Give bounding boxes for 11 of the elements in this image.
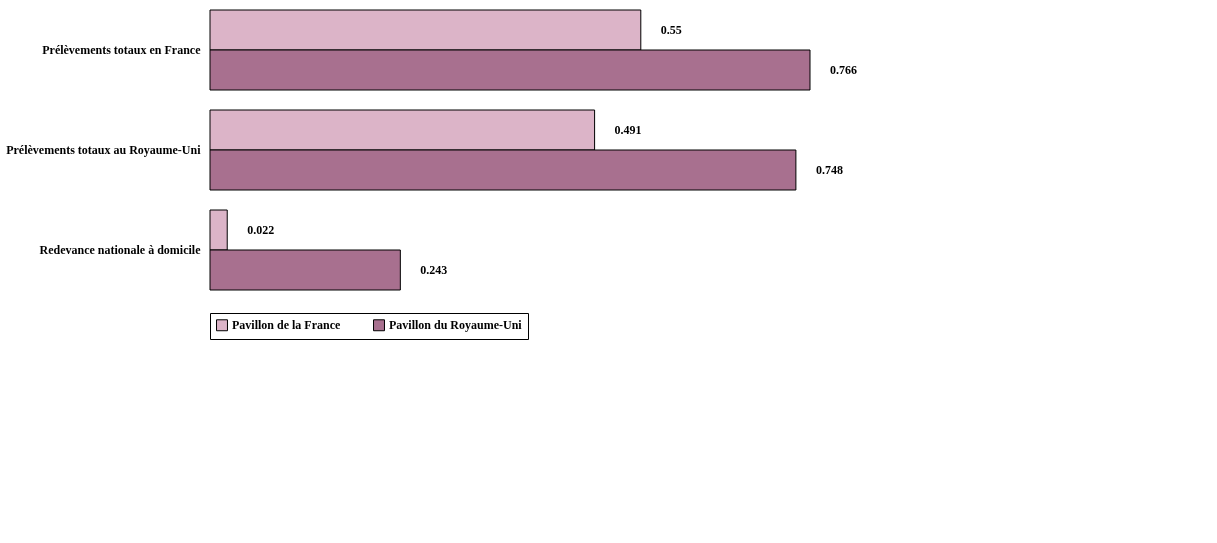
legend-label: Pavillon du Royaume-Uni [389,318,523,333]
data-label: 0.55 [660,23,682,37]
data-label: 0.022 [247,223,275,237]
data-label: 0.491 [614,123,642,137]
legend-label: Pavillon de la France [232,318,341,333]
data-label: 0.243 [420,263,448,277]
data-label: 0.766 [830,63,857,77]
y-tick-label: Prélèvements totaux au Royaume-Uni [6,143,202,157]
y-tick-label: Prélèvements totaux en France [42,43,202,57]
data-label: 0.748 [815,163,843,177]
y-tick-label: Redevance nationale à domicile [39,243,202,257]
